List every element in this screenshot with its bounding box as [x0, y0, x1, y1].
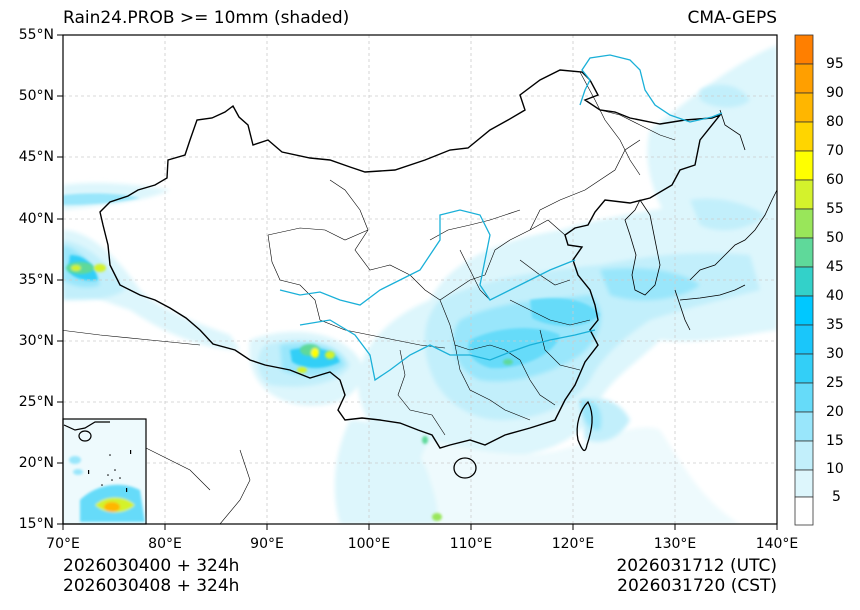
colorbar-label: 45: [826, 259, 844, 275]
colorbar-label: 25: [826, 375, 844, 391]
amur-river: [579, 54, 723, 123]
lon-tick: 120°E: [551, 536, 595, 552]
taiwan-island: [576, 400, 593, 452]
colorbar-label: 5: [832, 489, 841, 505]
valid-time-cst: 2026031720 (CST): [617, 576, 777, 596]
colorbar-label: 35: [826, 317, 844, 333]
init-time-block: 2026030400 + 324h 2026030408 + 324h: [63, 556, 239, 596]
hainan-island: [453, 457, 477, 479]
lat-tick: 25°N: [18, 394, 54, 410]
lon-tick: 70°E: [46, 536, 80, 552]
lat-tick: 35°N: [18, 272, 54, 288]
lat-tick: 40°N: [18, 211, 54, 227]
init-time-cst: 2026030408 + 324h: [63, 576, 240, 596]
lat-tick: 15°N: [18, 516, 54, 532]
yangtze-river: [299, 319, 596, 382]
lon-tick: 110°E: [449, 536, 493, 552]
lon-tick: 90°E: [250, 536, 284, 552]
lon-tick: 80°E: [148, 536, 182, 552]
south-china-sea-inset: [62, 418, 147, 525]
colorbar-label: 60: [826, 172, 844, 188]
map-title: Rain24.PROB >= 10mm (shaded): [63, 8, 350, 28]
valid-time-utc: 2026031712 (UTC): [616, 556, 777, 576]
colorbar-label: 20: [826, 404, 844, 420]
init-time-utc: 2026030400 + 324h: [63, 556, 240, 576]
colorbar-label: 40: [826, 288, 844, 304]
colorbar-label: 95: [826, 56, 844, 72]
valid-time-block: 2026031712 (UTC) 2026031720 (CST): [616, 556, 777, 596]
lon-tick: 140°E: [755, 536, 799, 552]
colorbar-label: 50: [826, 230, 844, 246]
yellow-river: [279, 209, 576, 306]
lat-tick: 50°N: [18, 88, 54, 104]
colorbar-label: 15: [826, 433, 844, 449]
axis-ticks: [57, 34, 778, 530]
lat-tick: 30°N: [18, 333, 54, 349]
colorbar-label: 10: [826, 461, 844, 477]
china-border: [99, 69, 723, 449]
lon-tick: 100°E: [347, 536, 391, 552]
colorbar-label: 80: [826, 114, 844, 130]
lat-tick: 55°N: [18, 27, 54, 43]
lon-tick: 130°E: [653, 536, 697, 552]
shaded-probability-field: [63, 45, 777, 524]
colorbar-label: 90: [826, 85, 844, 101]
lat-tick: 45°N: [18, 149, 54, 165]
graticule: [63, 35, 777, 524]
model-name: CMA-GEPS: [687, 8, 777, 28]
colorbar-label: 30: [826, 346, 844, 362]
colorbar-label: 55: [826, 201, 844, 217]
lat-tick: 20°N: [18, 455, 54, 471]
colorbar-label: 70: [826, 143, 844, 159]
colorbar: [794, 34, 814, 526]
